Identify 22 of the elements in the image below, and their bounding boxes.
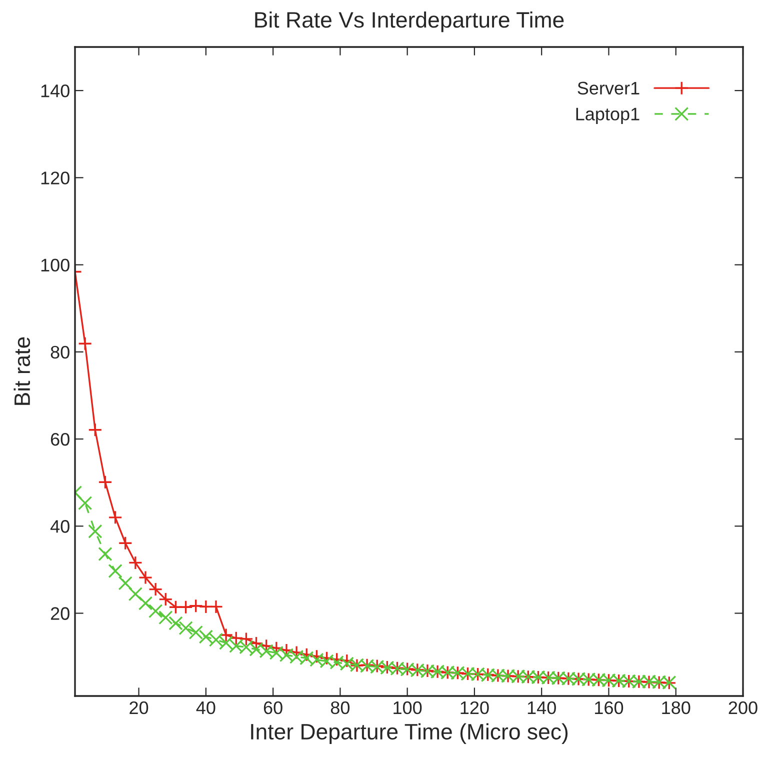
y-tick-label: 100 xyxy=(41,258,70,272)
x-tick-label: 140 xyxy=(528,701,556,714)
x-axis-title: Inter Departure Time (Micro sec) xyxy=(251,723,568,744)
x-tick-label: 180 xyxy=(662,701,690,714)
x-tick-label: 60 xyxy=(264,701,282,714)
y-tick-label: 120 xyxy=(41,172,70,184)
y-tick-label: 20 xyxy=(50,607,70,620)
y-tick-label: 140 xyxy=(41,84,70,98)
x-tick-label: 80 xyxy=(330,701,350,714)
x-tick-label: 20 xyxy=(130,701,148,714)
legend-label: Server1 xyxy=(578,82,640,95)
y-tick-label: 40 xyxy=(50,520,70,533)
legend-label: Laptop1 xyxy=(576,108,640,124)
x-tick-label: 160 xyxy=(595,701,624,714)
y-axis-title: Bit rate xyxy=(14,337,30,405)
x-tick-label: 200 xyxy=(728,701,758,714)
chart-title: Bit Rate Vs Interdeparture Time xyxy=(255,11,564,32)
x-tick-label: 100 xyxy=(394,701,422,714)
x-tick-label: 120 xyxy=(460,701,489,714)
x-tick-label: 40 xyxy=(196,701,216,714)
y-tick-label: 60 xyxy=(50,432,70,446)
y-tick-label: 80 xyxy=(50,346,70,359)
